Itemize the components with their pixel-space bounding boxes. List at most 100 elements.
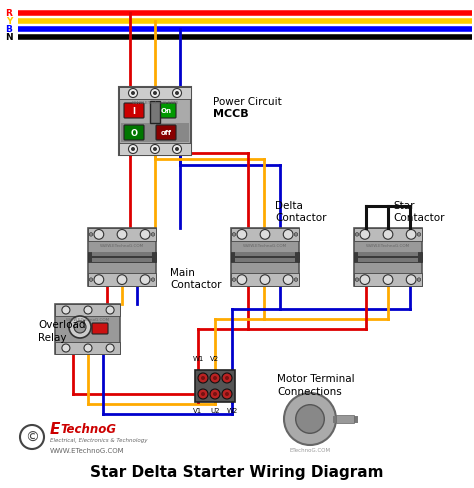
Text: N: N <box>5 34 13 42</box>
Text: Contactor: Contactor <box>170 280 221 289</box>
Bar <box>150 102 160 124</box>
Text: W1: W1 <box>192 355 204 361</box>
Text: Relay: Relay <box>38 332 66 342</box>
Circle shape <box>222 373 232 383</box>
Circle shape <box>74 321 86 333</box>
Circle shape <box>237 275 247 285</box>
Circle shape <box>210 389 220 399</box>
Circle shape <box>84 345 92 352</box>
Circle shape <box>232 278 236 282</box>
Text: Connections: Connections <box>277 386 342 396</box>
Text: Contactor: Contactor <box>275 213 327 223</box>
Circle shape <box>175 148 179 152</box>
Bar <box>231 228 299 241</box>
FancyBboxPatch shape <box>156 104 176 119</box>
Circle shape <box>237 230 247 240</box>
Circle shape <box>106 345 114 352</box>
Circle shape <box>117 230 127 240</box>
Text: ©: © <box>25 430 39 444</box>
Circle shape <box>284 393 336 445</box>
FancyBboxPatch shape <box>124 126 144 141</box>
Text: U2: U2 <box>210 407 220 413</box>
Bar <box>121 124 189 142</box>
Circle shape <box>62 306 70 314</box>
Circle shape <box>62 345 70 352</box>
Circle shape <box>20 425 44 449</box>
Circle shape <box>153 148 157 152</box>
Text: Power Circuit: Power Circuit <box>213 97 282 107</box>
Circle shape <box>89 233 93 237</box>
Circle shape <box>69 316 91 338</box>
Bar <box>92 258 152 263</box>
Text: E: E <box>50 422 60 437</box>
Text: I: I <box>133 107 136 116</box>
Text: Electrical, Electronics & Technology: Electrical, Electronics & Technology <box>50 438 147 443</box>
Circle shape <box>222 389 232 399</box>
Circle shape <box>383 275 393 285</box>
Circle shape <box>360 275 370 285</box>
Text: ETechnoG.COM: ETechnoG.COM <box>290 447 330 452</box>
Circle shape <box>106 306 114 314</box>
FancyBboxPatch shape <box>231 228 299 286</box>
Text: V1: V1 <box>193 407 202 413</box>
Circle shape <box>153 92 157 96</box>
Bar <box>336 415 354 423</box>
Text: Y: Y <box>6 18 12 26</box>
Circle shape <box>140 275 150 285</box>
FancyBboxPatch shape <box>92 324 108 334</box>
Circle shape <box>406 230 416 240</box>
Text: WWW.ETechnoG.COM: WWW.ETechnoG.COM <box>50 447 125 453</box>
Text: Main: Main <box>170 267 195 278</box>
Circle shape <box>131 92 135 96</box>
Circle shape <box>225 376 229 380</box>
Text: WWW.ETechnoG.COM: WWW.ETechnoG.COM <box>366 243 410 247</box>
Circle shape <box>198 373 208 383</box>
FancyBboxPatch shape <box>119 88 191 156</box>
Circle shape <box>151 145 159 154</box>
FancyBboxPatch shape <box>156 126 176 141</box>
Circle shape <box>296 405 324 433</box>
Bar <box>55 305 120 316</box>
Text: off: off <box>161 130 172 136</box>
Circle shape <box>355 233 359 237</box>
Circle shape <box>175 92 179 96</box>
Circle shape <box>294 278 298 282</box>
Circle shape <box>383 230 393 240</box>
Circle shape <box>225 392 229 396</box>
Text: WWW.ETechnoG.COM: WWW.ETechnoG.COM <box>132 101 178 105</box>
Bar <box>235 258 295 263</box>
FancyBboxPatch shape <box>88 228 156 286</box>
Circle shape <box>294 233 298 237</box>
Circle shape <box>201 392 205 396</box>
Circle shape <box>131 148 135 152</box>
Bar <box>354 274 422 286</box>
Text: TechnoG: TechnoG <box>60 423 116 436</box>
Circle shape <box>198 389 208 399</box>
Bar <box>354 252 422 263</box>
Text: R: R <box>6 9 12 19</box>
Text: WWW.ETechnoG.COM: WWW.ETechnoG.COM <box>66 317 110 321</box>
Circle shape <box>260 275 270 285</box>
Bar <box>119 88 191 100</box>
Circle shape <box>232 233 236 237</box>
Circle shape <box>360 230 370 240</box>
Text: B: B <box>6 25 12 35</box>
Text: Delta: Delta <box>275 201 303 210</box>
Text: Star: Star <box>393 201 414 210</box>
Circle shape <box>94 230 104 240</box>
Bar <box>231 274 299 286</box>
Circle shape <box>283 230 293 240</box>
Circle shape <box>283 275 293 285</box>
Circle shape <box>140 230 150 240</box>
Circle shape <box>417 278 421 282</box>
FancyBboxPatch shape <box>195 370 235 402</box>
Circle shape <box>201 376 205 380</box>
Bar <box>231 252 299 263</box>
Circle shape <box>417 233 421 237</box>
Circle shape <box>406 275 416 285</box>
Circle shape <box>355 278 359 282</box>
Circle shape <box>260 230 270 240</box>
Bar <box>119 143 191 156</box>
Circle shape <box>173 89 182 98</box>
Circle shape <box>151 89 159 98</box>
